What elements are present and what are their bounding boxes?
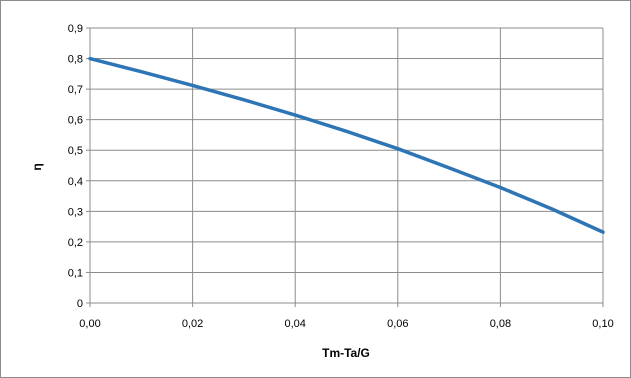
efficiency-series-line [88,56,605,234]
y-tick-label: 0,4 [68,176,83,188]
y-tick-label: 0 [77,298,83,310]
x-tick-label: 0,08 [490,318,511,330]
y-tick-label: 0,3 [68,206,83,218]
series-group [88,56,605,234]
y-tick-label: 0,2 [68,237,83,249]
y-tick-label: 0,6 [68,115,83,127]
gridlines [90,27,604,303]
x-axis-title: Tm-Ta/G [322,346,370,360]
y-tick-label: 0,1 [68,267,83,279]
x-tick-label: 0,10 [592,318,613,330]
x-tick-label: 0,02 [182,318,203,330]
y-tick-label: 0,7 [68,84,83,96]
y-axis-title: η [30,163,44,170]
y-tick-labels: 0 0,1 0,2 0,3 0,4 0,5 0,6 0,7 0,8 0,9 [68,23,83,310]
x-tick-label: 0,06 [387,318,408,330]
y-tick-label: 0,8 [68,54,83,66]
y-tick-label: 0,5 [68,145,83,157]
axes [86,27,604,307]
x-tick-labels: 0,00 0,02 0,04 0,06 0,08 0,10 [79,318,613,330]
y-tick-label: 0,9 [68,23,83,35]
x-tick-label: 0,04 [284,318,305,330]
x-tick-label: 0,00 [79,318,100,330]
